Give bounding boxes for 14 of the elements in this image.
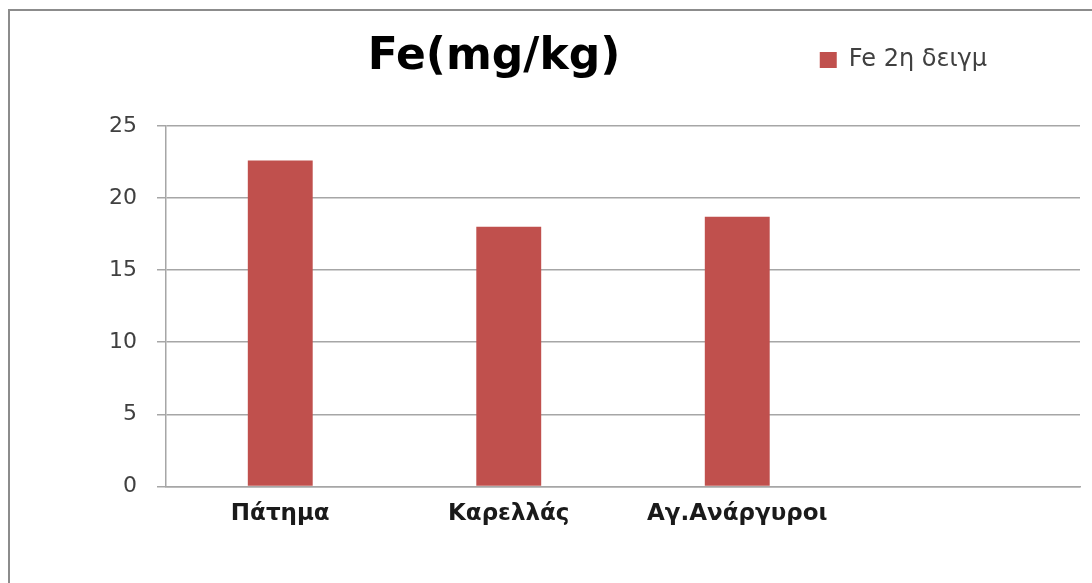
x-tick-label: Πάτημα <box>230 499 330 526</box>
bar <box>476 226 542 486</box>
x-tick-label: Αγ.Ανάργυροι <box>647 499 828 526</box>
y-tick-label: 5 <box>123 400 137 425</box>
y-tick-label: 0 <box>123 472 137 498</box>
y-tick-label: 10 <box>109 327 137 353</box>
y-tick-label: 15 <box>109 255 137 281</box>
bar <box>247 160 313 486</box>
y-tick-label: 25 <box>109 111 137 137</box>
legend-label: Fe 2η δειγμ <box>848 44 987 73</box>
x-tick-label: Καρελλάς <box>448 499 570 526</box>
chart-title: Fe(mg/kg) <box>367 27 621 79</box>
y-tick-label: 20 <box>109 183 137 209</box>
bar <box>704 216 770 486</box>
